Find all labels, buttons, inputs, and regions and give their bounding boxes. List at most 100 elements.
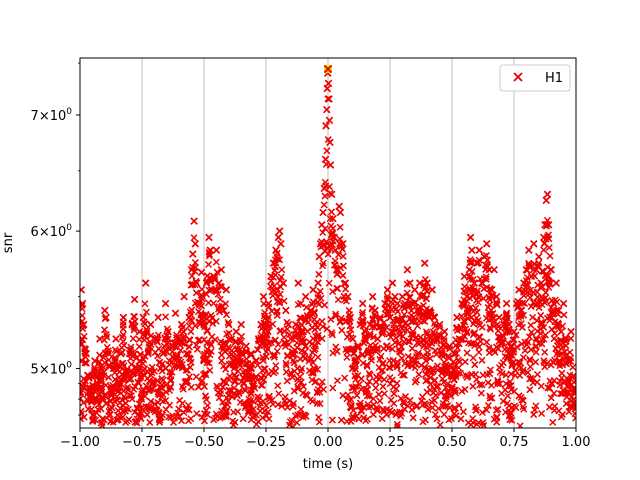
- scatter-point: [511, 371, 519, 379]
- scatter-point: [383, 286, 392, 294]
- scatter-point: [194, 336, 202, 344]
- scatter-point: [183, 378, 191, 386]
- scatter-point: [342, 345, 350, 353]
- scatter-point: [458, 387, 466, 395]
- scatter-point: [216, 390, 225, 398]
- scatter-point: [398, 292, 407, 301]
- scatter-point: [510, 336, 518, 344]
- scatter-point: [144, 403, 152, 412]
- scatter-point: [306, 306, 315, 315]
- scatter-point: [80, 320, 88, 329]
- scatter-point: [418, 292, 427, 301]
- scatter-point: [202, 406, 210, 414]
- scatter-point: [192, 373, 200, 381]
- scatter-point: [200, 356, 208, 364]
- scatter-point: [436, 421, 444, 428]
- scatter-point: [262, 320, 270, 329]
- scatter-point: [230, 384, 238, 392]
- scatter-point: [549, 299, 558, 308]
- scatter-point: [463, 349, 471, 357]
- scatter-point: [204, 401, 212, 410]
- scatter-point: [317, 294, 325, 302]
- scatter-point: [262, 412, 270, 420]
- scatter-point: [498, 370, 506, 378]
- scatter-point: [329, 384, 337, 392]
- scatter-point: [461, 332, 469, 341]
- scatter-point: [388, 376, 396, 384]
- scatter-point: [159, 349, 167, 358]
- scatter-point: [130, 312, 138, 320]
- scatter-point: [254, 346, 262, 354]
- scatter-point: [515, 314, 523, 322]
- scatter-point: [457, 415, 465, 423]
- scatter-point: [372, 341, 380, 349]
- scatter-point: [203, 277, 211, 285]
- scatter-point: [315, 270, 323, 278]
- scatter-point: [282, 306, 290, 315]
- scatter-point: [556, 381, 564, 389]
- scatter-point: [265, 392, 273, 400]
- scatter-point: [185, 354, 193, 362]
- scatter-point: [412, 333, 421, 341]
- scatter-point: [431, 347, 439, 355]
- scatter-point: [180, 292, 188, 301]
- scatter-point: [493, 301, 501, 309]
- scatter-point: [419, 301, 427, 309]
- scatter-point: [124, 405, 133, 413]
- scatter-point: [256, 407, 264, 415]
- scatter-point: [244, 364, 253, 373]
- x-tick-label: 0.00: [314, 435, 343, 450]
- scatter-point: [308, 349, 317, 357]
- scatter-point: [399, 371, 407, 379]
- scatter-point: [446, 404, 454, 412]
- scatter-point: [414, 349, 422, 357]
- scatter-point: [252, 374, 260, 382]
- scatter-point: [430, 313, 439, 322]
- scatter-point: [440, 378, 448, 386]
- scatter-point: [155, 359, 163, 367]
- scatter-point: [122, 372, 130, 380]
- scatter-point: [502, 310, 511, 318]
- scatter-point: [116, 399, 124, 407]
- scatter-point: [276, 327, 284, 335]
- scatter-point: [525, 246, 533, 254]
- scatter-point: [425, 306, 434, 315]
- scatter-point: [170, 418, 178, 426]
- scatter-point: [543, 190, 552, 199]
- scatter-point: [562, 337, 570, 345]
- scatter-point: [368, 292, 377, 301]
- scatter-point: [532, 402, 540, 410]
- scatter-point: [490, 322, 498, 330]
- scatter-point: [159, 390, 167, 398]
- scatter-point: [562, 400, 570, 408]
- scatter-point: [532, 334, 540, 342]
- scatter-point: [486, 301, 494, 309]
- x-tick-label: −1.00: [60, 435, 100, 450]
- scatter-point: [453, 323, 461, 331]
- scatter-point: [386, 380, 394, 388]
- scatter-point: [440, 410, 448, 419]
- scatter-point: [182, 349, 191, 358]
- scatter-point: [401, 299, 409, 308]
- scatter-point: [206, 366, 214, 374]
- scatter-point: [278, 266, 286, 274]
- scatter-point: [421, 275, 429, 284]
- legend-box: [499, 64, 571, 92]
- scatter-point: [100, 306, 109, 315]
- scatter-point: [214, 384, 222, 392]
- scatter-point: [440, 337, 448, 345]
- scatter-point: [198, 377, 206, 385]
- scatter-point: [396, 408, 404, 416]
- scatter-point: [357, 385, 365, 393]
- scatter-point: [192, 279, 201, 287]
- scatter-point: [165, 413, 173, 421]
- scatter-point: [422, 328, 430, 336]
- scatter-point: [429, 389, 437, 397]
- scatter-point: [440, 327, 449, 336]
- scatter-point: [116, 363, 124, 371]
- scatter-point: [353, 412, 361, 420]
- scatter-point: [520, 405, 528, 413]
- scatter-point: [412, 376, 420, 384]
- scatter-point: [353, 342, 362, 350]
- scatter-point: [545, 283, 553, 291]
